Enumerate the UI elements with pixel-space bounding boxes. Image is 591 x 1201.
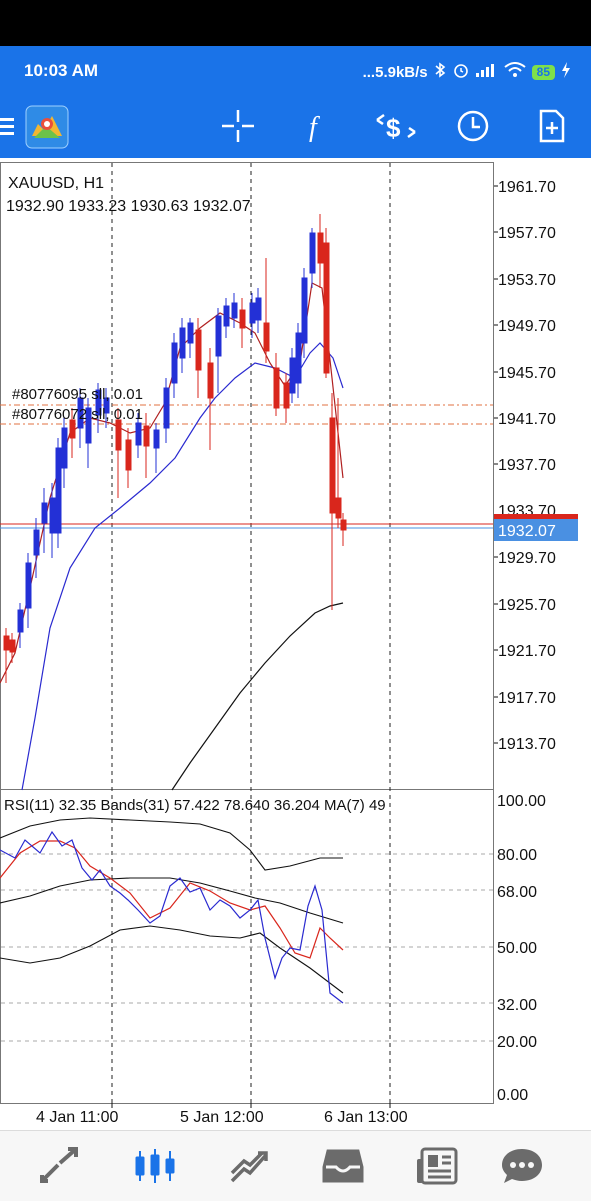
chart-ohlc: 1932.90 1933.23 1930.63 1932.07 [6, 198, 251, 215]
time-tick: 6 Jan 13:00 [324, 1109, 408, 1126]
rsi-band-lower [0, 925, 344, 994]
metatrader-logo[interactable] [24, 104, 70, 150]
rsi-tick: 0.00 [497, 1087, 528, 1104]
ma-slow-line [171, 602, 344, 791]
price-tick: 1937.70 [498, 457, 556, 474]
chart-icon[interactable] [132, 1145, 178, 1187]
top-black-bar [0, 0, 591, 46]
charging-icon [561, 62, 571, 82]
news-icon[interactable] [414, 1145, 460, 1187]
candles [3, 214, 347, 683]
current-price: 1932.07 [498, 523, 556, 540]
price-tick: 1929.70 [498, 550, 556, 567]
chart-symbol: XAUUSD, H1 [8, 175, 104, 192]
current-price-badge [494, 519, 578, 541]
rsi-band-upper [0, 817, 343, 871]
signal-icon [475, 63, 498, 81]
rsi-tick: 68.00 [497, 884, 537, 901]
wifi-icon [504, 62, 526, 82]
trade-icon[interactable] [226, 1145, 272, 1187]
price-tick: 1953.70 [498, 272, 556, 289]
price-tick: 1957.70 [498, 225, 556, 242]
net-speed: ...5.9kB/s [362, 63, 428, 81]
svg-text:f: f [309, 112, 320, 143]
trade-icon[interactable]: $ [374, 106, 416, 146]
status-icons: ...5.9kB/s 85 [363, 61, 571, 83]
chart-area[interactable]: XAUUSD, H1 1932.90 1933.23 1930.63 1932.… [0, 158, 591, 1130]
crosshair-icon[interactable] [218, 106, 258, 146]
rsi-levels [1, 853, 493, 1042]
indicator-frame [0, 789, 494, 1104]
order-label[interactable]: #80776095 sll, 0.01 [12, 386, 143, 403]
toolbar: f $ [0, 96, 591, 158]
time-tick: 5 Jan 12:00 [180, 1109, 264, 1126]
bottom-nav [0, 1130, 591, 1201]
time-axis: 4 Jan 11:00 5 Jan 12:00 6 Jan 13:00 [36, 1103, 408, 1126]
price-tick: 1913.70 [498, 736, 556, 753]
rsi-tick: 32.00 [497, 997, 537, 1014]
chat-icon[interactable] [500, 1145, 546, 1187]
rsi-tick: 80.00 [497, 847, 537, 864]
function-icon[interactable]: f [297, 106, 337, 146]
alarm-icon [452, 61, 470, 83]
order-label[interactable]: #80776072 sll, 0.01 [12, 406, 143, 423]
time-tick: 4 Jan 11:00 [36, 1109, 119, 1126]
rsi-ma-line [0, 840, 344, 959]
history-icon[interactable] [320, 1145, 366, 1187]
rsi-tick: 50.00 [497, 940, 537, 957]
svg-text:$: $ [386, 113, 401, 143]
price-axis: 1961.70 1957.70 1953.70 1949.70 1945.70 … [494, 179, 556, 753]
price-tick: 1945.70 [498, 365, 556, 382]
price-tick: 1917.70 [498, 690, 556, 707]
status-bar: 10:03 AM ...5.9kB/s 85 [0, 46, 591, 96]
bid-marker [494, 514, 578, 519]
battery-icon: 85 [531, 64, 555, 80]
rsi-axis: 100.00 80.00 68.00 50.00 32.00 20.00 0.0… [497, 793, 546, 1104]
price-tick: 1961.70 [498, 179, 556, 196]
rsi-label: RSI(11) 32.35 Bands(31) 57.422 78.640 36… [4, 797, 386, 814]
rsi-band-middle [0, 877, 344, 924]
menu-icon[interactable] [0, 106, 18, 146]
quotes-icon[interactable] [36, 1145, 82, 1187]
status-time: 10:03 AM [24, 61, 99, 80]
price-tick: 1949.70 [498, 318, 556, 335]
bluetooth-icon [434, 62, 446, 82]
main-chart-frame [0, 162, 494, 790]
price-tick: 1921.70 [498, 643, 556, 660]
rsi-tick: 20.00 [497, 1034, 537, 1051]
price-tick: 1941.70 [498, 411, 556, 428]
template-icon[interactable] [531, 106, 571, 146]
clock-icon[interactable] [453, 106, 493, 146]
rsi-line [0, 830, 344, 1004]
rsi-tick: 100.00 [497, 793, 546, 810]
chart-svg[interactable]: XAUUSD, H1 1932.90 1933.23 1930.63 1932.… [0, 158, 591, 1130]
ma-mid-line [21, 342, 344, 791]
price-tick: 1925.70 [498, 597, 556, 614]
